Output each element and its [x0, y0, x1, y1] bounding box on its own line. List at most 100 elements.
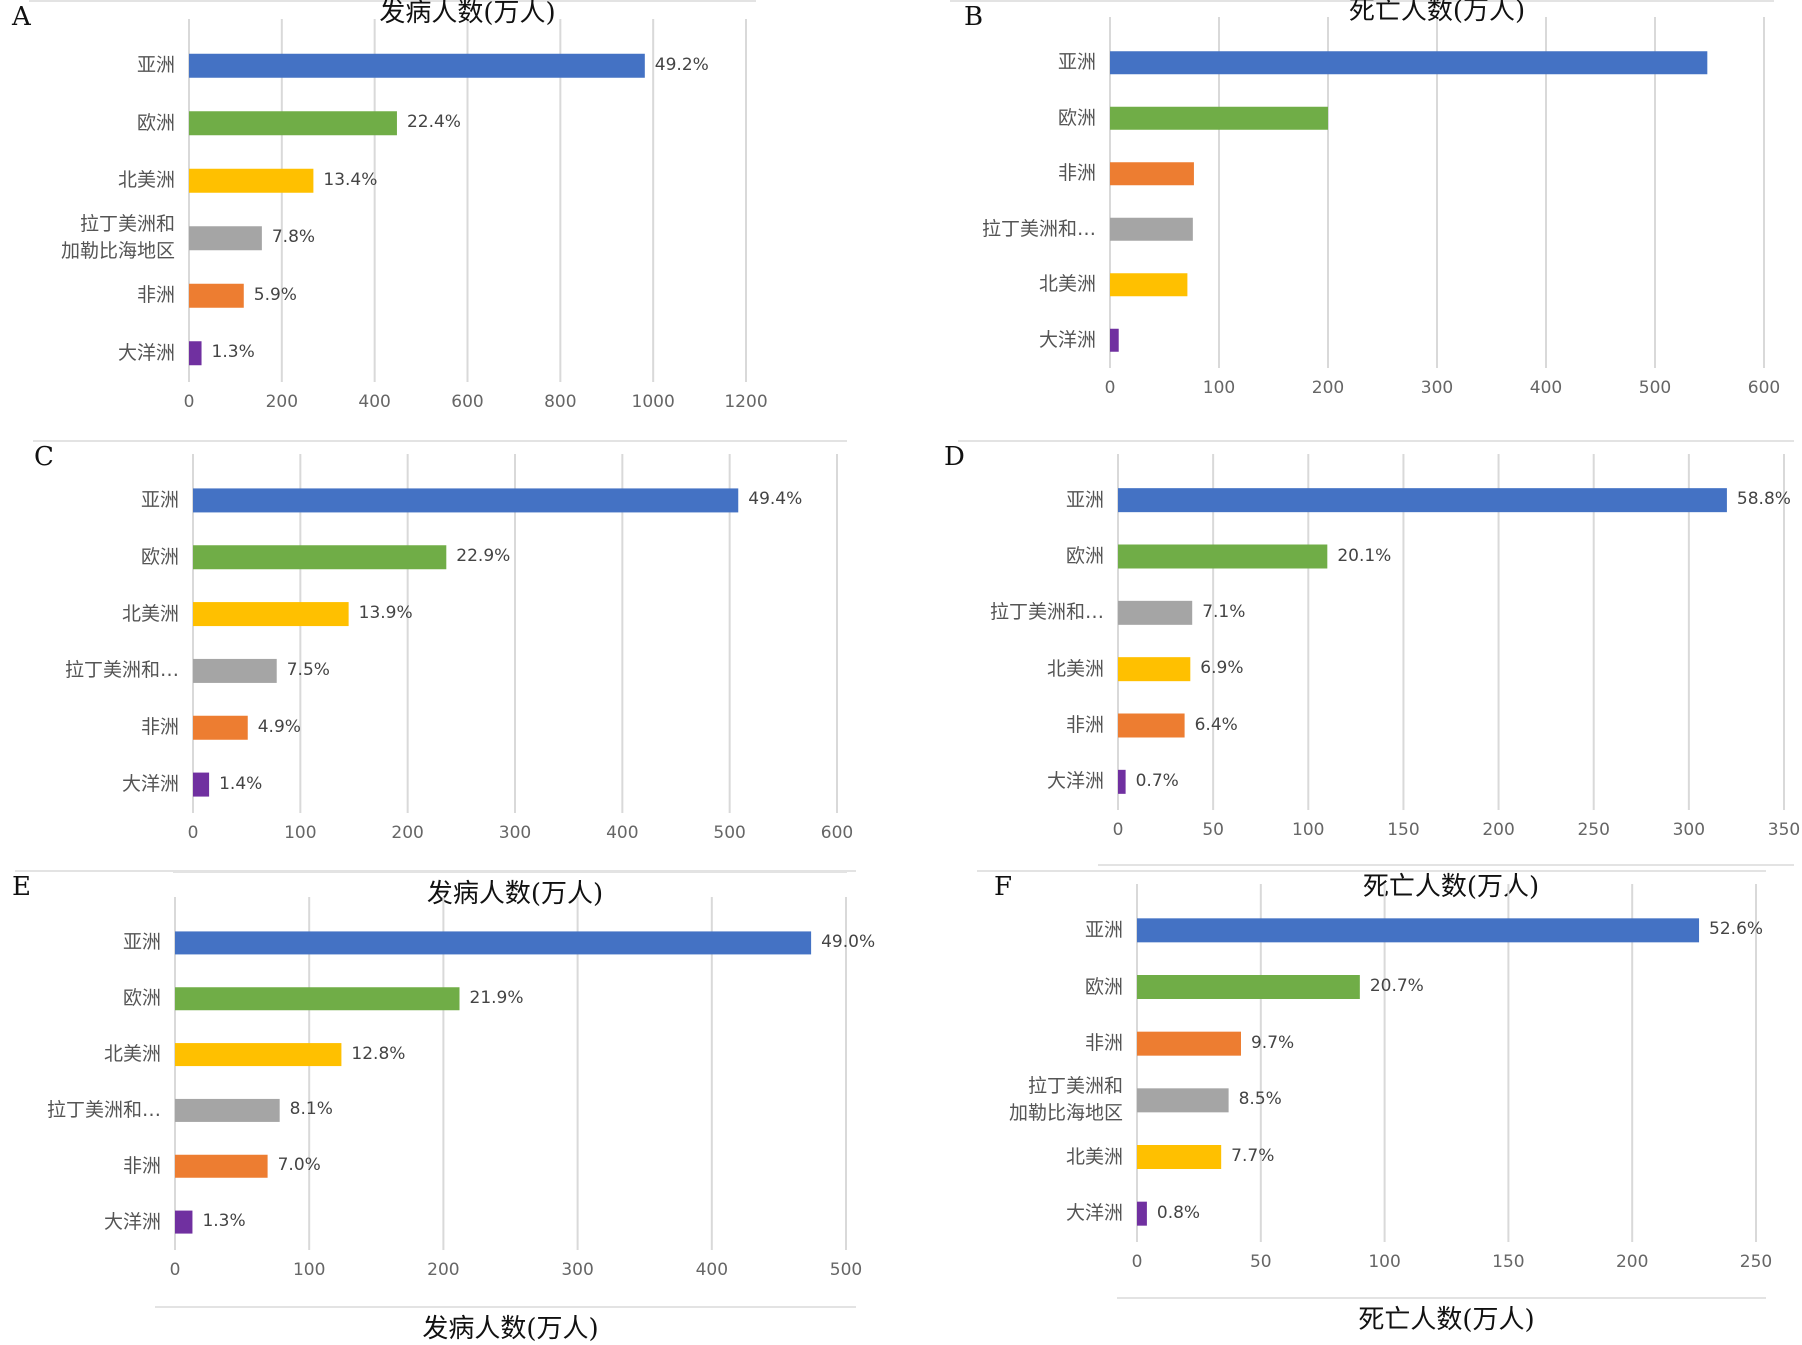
x-tick-label: 1000 [631, 392, 675, 412]
bar [189, 168, 314, 193]
data-label: 8.5% [1238, 1089, 1282, 1110]
category-label: 大洋洲 [1065, 1202, 1123, 1225]
x-tick-label: 0 [1104, 378, 1116, 398]
x-tick-label: 200 [265, 392, 299, 412]
category-label: 非洲 [1084, 1032, 1123, 1055]
bar [1118, 488, 1727, 513]
data-label: 49.4% [748, 489, 803, 510]
x-tick-label: 100 [1202, 378, 1236, 398]
x-tick-label: 400 [358, 392, 391, 412]
x-tick-label: 400 [695, 1260, 729, 1280]
category-label: 欧洲 [140, 545, 179, 568]
x-axis-title: 发病人数(万人) [379, 0, 556, 28]
chart-svg [33, 440, 847, 873]
bar [175, 931, 812, 955]
data-label: 7.0% [277, 1155, 321, 1176]
category-label: 欧洲 [1084, 975, 1123, 998]
data-label: 58.8% [1736, 489, 1791, 510]
x-tick-label: 500 [713, 823, 746, 843]
data-label: 7.5% [286, 659, 330, 680]
x-tick-label: 150 [1492, 1252, 1525, 1272]
bar [1110, 51, 1708, 75]
x-tick-label: 50 [1202, 820, 1224, 840]
data-label: 6.9% [1200, 658, 1244, 679]
bar [1137, 975, 1360, 999]
data-label: 0.7% [1135, 770, 1179, 791]
category-label: 大洋洲 [1046, 770, 1104, 793]
x-tick-label: 800 [544, 392, 577, 412]
category-label: 欧洲 [122, 987, 161, 1010]
category-label: 非洲 [136, 284, 175, 307]
data-label: 7.1% [1202, 601, 1246, 622]
category-label: 亚洲 [1065, 488, 1104, 511]
x-tick-label: 100 [284, 823, 317, 843]
category-label: 拉丁美洲和… [64, 659, 179, 682]
bar [1118, 657, 1191, 682]
panel-letter: B [964, 2, 984, 32]
category-label: 拉丁美洲和… [981, 217, 1096, 240]
data-label: 13.9% [358, 603, 413, 624]
data-label: 12.8% [351, 1043, 406, 1064]
category-label: 大洋洲 [1038, 328, 1096, 351]
x-axis-title: 死亡人数(万人) [1358, 1305, 1535, 1335]
bar [1110, 162, 1194, 186]
category-label: 拉丁美洲和 加勒比海地区 [60, 213, 175, 263]
x-tick-label: 0 [169, 1260, 181, 1280]
category-label: 拉丁美洲和… [989, 601, 1104, 624]
category-label: 大洋洲 [103, 1210, 161, 1233]
bar [189, 341, 202, 366]
bar [175, 987, 460, 1011]
category-label: 拉丁美洲和 加勒比海地区 [1008, 1075, 1123, 1125]
x-tick-label: 0 [183, 392, 195, 412]
chart-panel-a: A 0 200 400 600 800 1000 1200 亚洲 49.2% 欧洲 22.4% 北美洲 1… [8, 0, 854, 440]
data-label: 49.0% [821, 931, 876, 952]
chart-svg [958, 440, 1794, 866]
x-tick-label: 200 [391, 823, 424, 843]
x-axis-title: 发病人数(万人) [422, 1314, 599, 1344]
category-label: 亚洲 [122, 931, 161, 954]
panel-letter: F [994, 872, 1013, 902]
x-tick-label: 300 [1672, 820, 1706, 840]
data-label: 5.9% [253, 284, 297, 305]
data-label: 1.3% [211, 342, 255, 363]
category-label: 欧洲 [1057, 106, 1096, 129]
data-label: 9.7% [1250, 1032, 1295, 1053]
x-axis-title: 死亡人数(万人) [1348, 0, 1526, 26]
bar [175, 1210, 193, 1234]
bar [1110, 106, 1328, 130]
bar [193, 715, 248, 740]
data-label: 22.9% [456, 546, 511, 567]
category-label: 非洲 [140, 716, 179, 739]
category-label: 非洲 [1065, 714, 1104, 736]
x-tick-label: 250 [1577, 820, 1610, 840]
x-tick-label: 600 [1747, 378, 1781, 398]
bar [175, 1043, 342, 1067]
panel-letter: A [12, 2, 31, 32]
data-label: 21.9% [469, 987, 524, 1008]
category-label: 亚洲 [1084, 918, 1123, 941]
bar [175, 1098, 280, 1122]
bar [193, 772, 210, 797]
bar [1137, 918, 1700, 943]
bar [193, 488, 739, 513]
data-label: 7.7% [1231, 1146, 1275, 1166]
x-tick-label: 100 [1368, 1252, 1401, 1272]
x-tick-label: 100 [1292, 820, 1325, 840]
x-tick-label: 0 [1131, 1252, 1143, 1272]
bar [189, 53, 645, 78]
category-label: 拉丁美洲和… [46, 1098, 161, 1121]
category-label: 北美洲 [121, 602, 179, 625]
x-tick-label: 500 [829, 1260, 863, 1280]
bar [1137, 1145, 1222, 1169]
data-label: 1.3% [202, 1211, 246, 1232]
x-tick-label: 400 [1529, 378, 1563, 398]
chart-panel-c: C 0 100 200 300 400 500 600 亚洲 49.4% 欧洲 22.9% 北美洲 13.… [30, 440, 854, 909]
bar [193, 545, 447, 570]
bar [1118, 600, 1193, 625]
bar [1137, 1031, 1241, 1056]
x-tick-label: 500 [1638, 378, 1672, 398]
chart-panel-d: D 0 50 100 150 200 250 300 350 亚洲 58.8% 欧洲 20.1% 拉丁美洲… [940, 440, 1802, 902]
data-label: 20.1% [1337, 545, 1392, 566]
chart-svg [29, 0, 756, 382]
bar [193, 602, 349, 627]
